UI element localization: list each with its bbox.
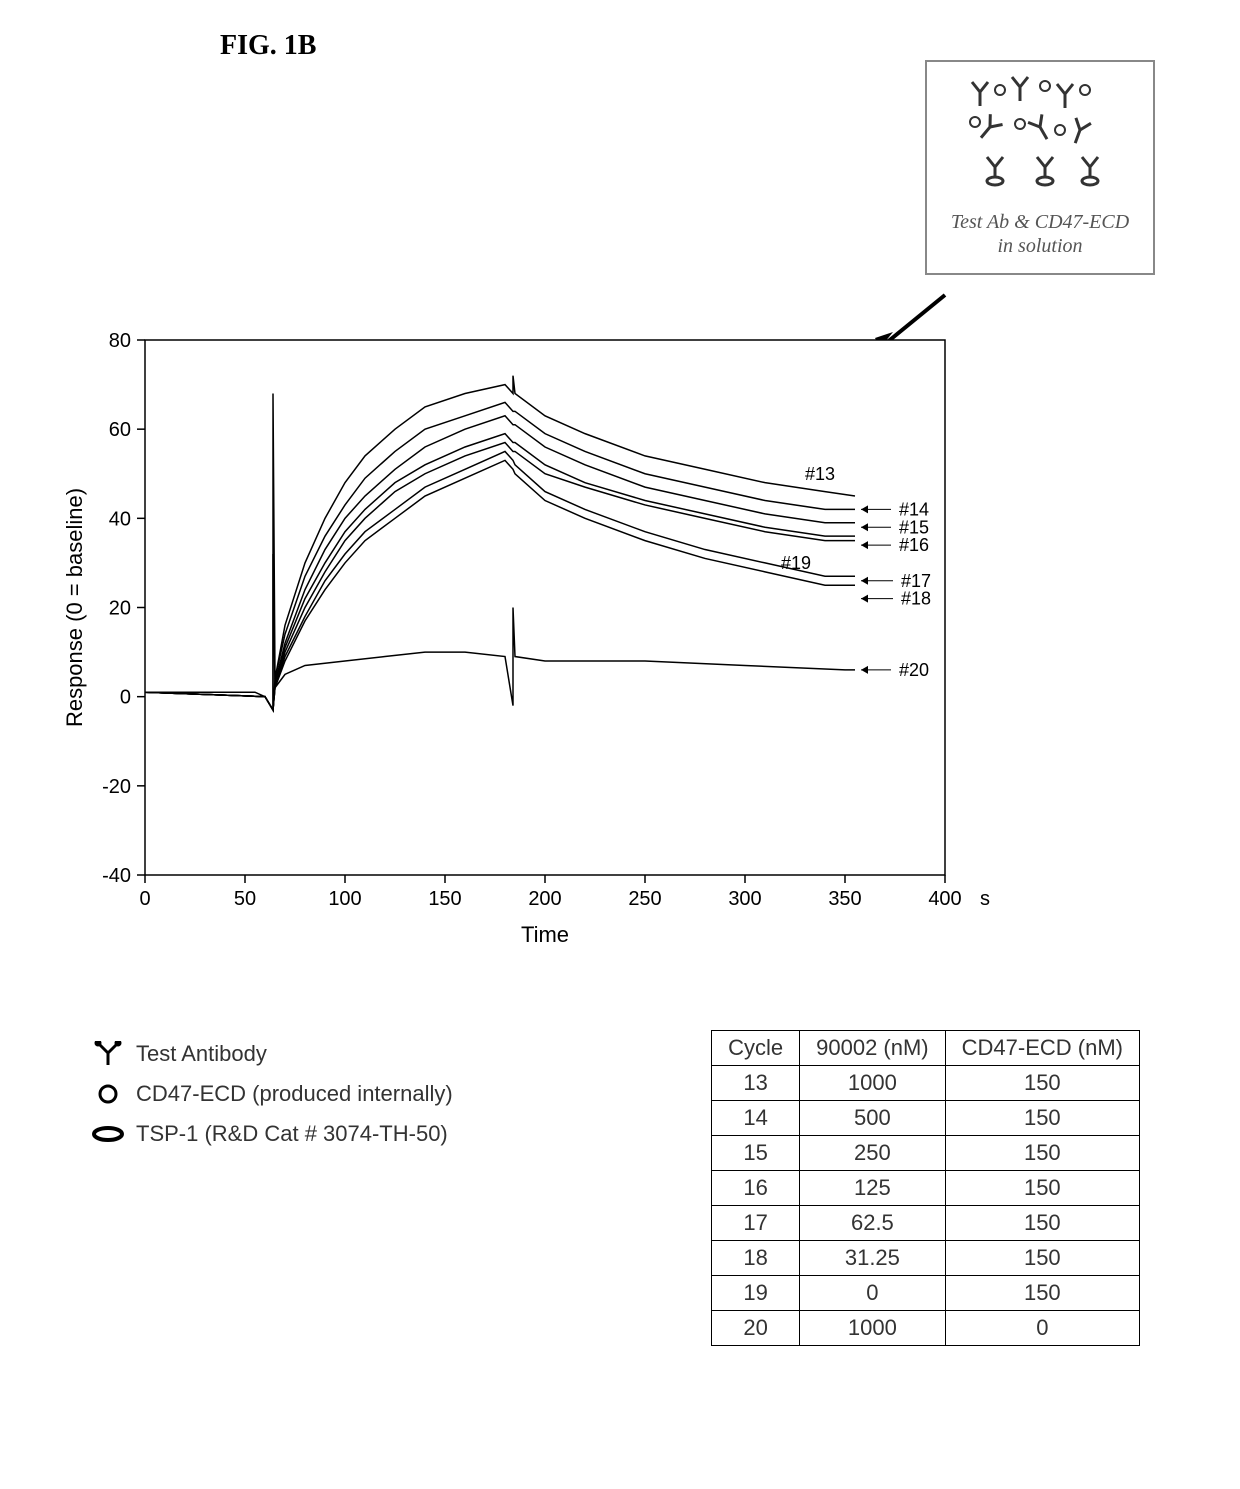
table-header: CD47-ECD (nM) <box>945 1031 1139 1066</box>
svg-text:150: 150 <box>428 888 461 910</box>
svg-text:50: 50 <box>234 888 256 910</box>
legend-row: TSP-1 (R&D Cat # 3074-TH-50) <box>90 1120 453 1148</box>
svg-text:#18: #18 <box>901 589 931 609</box>
sensorgram-chart: 0 50 100 150 200 250 300 350 400 -40 -20 0 20 40 60 80 T… <box>60 320 1060 960</box>
legend-row: Test Antibody <box>90 1040 453 1068</box>
table-cell: 14 <box>712 1101 800 1136</box>
table-cell: 0 <box>945 1311 1139 1346</box>
table-cell: 125 <box>800 1171 946 1206</box>
table-cell: 150 <box>945 1171 1139 1206</box>
table-cell: 19 <box>712 1276 800 1311</box>
legend-label: TSP-1 (R&D Cat # 3074-TH-50) <box>136 1121 448 1147</box>
molecule-icons <box>932 72 1148 202</box>
legend: Test Antibody CD47-ECD (produced interna… <box>90 1040 453 1160</box>
table-cell: 150 <box>945 1276 1139 1311</box>
svg-text:Response (0 = baseline): Response (0 = baseline) <box>62 488 87 727</box>
antibody-icon <box>90 1040 126 1068</box>
svg-text:350: 350 <box>828 888 861 910</box>
table-row: 2010000 <box>712 1311 1140 1346</box>
table-cell: 150 <box>945 1241 1139 1276</box>
svg-text:#19: #19 <box>781 553 811 573</box>
table-row: 15250150 <box>712 1136 1140 1171</box>
svg-text:0: 0 <box>120 687 131 709</box>
figure-label: FIG. 1B <box>220 30 316 62</box>
table-row: 190150 <box>712 1276 1140 1311</box>
table-cell: 150 <box>945 1136 1139 1171</box>
circle-icon <box>90 1080 126 1108</box>
svg-text:#16: #16 <box>899 535 929 555</box>
svg-text:0: 0 <box>139 888 150 910</box>
callout-line1: Test Ab & CD47-ECD <box>951 211 1129 233</box>
table-cell: 500 <box>800 1101 946 1136</box>
callout-line2: in solution <box>997 235 1082 257</box>
svg-text:400: 400 <box>928 888 961 910</box>
table-row: 131000150 <box>712 1066 1140 1101</box>
table-cell: 20 <box>712 1311 800 1346</box>
svg-text:s: s <box>980 888 990 910</box>
table-cell: 0 <box>800 1276 946 1311</box>
concentration-table: Cycle90002 (nM)CD47-ECD (nM)131000150145… <box>711 1030 1140 1346</box>
svg-text:80: 80 <box>109 330 131 352</box>
table-row: 1762.5150 <box>712 1206 1140 1241</box>
table-cell: 31.25 <box>800 1241 946 1276</box>
svg-text:40: 40 <box>109 508 131 530</box>
table-row: 14500150 <box>712 1101 1140 1136</box>
svg-text:#13: #13 <box>805 464 835 484</box>
svg-text:60: 60 <box>109 419 131 441</box>
table-cell: 150 <box>945 1206 1139 1241</box>
legend-row: CD47-ECD (produced internally) <box>90 1080 453 1108</box>
table-header: 90002 (nM) <box>800 1031 946 1066</box>
legend-label: Test Antibody <box>136 1041 267 1067</box>
svg-text:#20: #20 <box>899 660 929 680</box>
callout-caption: Test Ab & CD47-ECD in solution <box>932 210 1148 258</box>
table-cell: 17 <box>712 1206 800 1241</box>
ellipse-icon <box>90 1120 126 1148</box>
table-cell: 15 <box>712 1136 800 1171</box>
table-cell: 1000 <box>800 1066 946 1101</box>
table-cell: 150 <box>945 1066 1139 1101</box>
table-cell: 13 <box>712 1066 800 1101</box>
table-cell: 16 <box>712 1171 800 1206</box>
table-cell: 250 <box>800 1136 946 1171</box>
svg-text:Time: Time <box>521 922 569 947</box>
callout-box: Test Ab & CD47-ECD in solution <box>925 60 1155 275</box>
table-row: 1831.25150 <box>712 1241 1140 1276</box>
svg-text:250: 250 <box>628 888 661 910</box>
svg-text:300: 300 <box>728 888 761 910</box>
legend-label: CD47-ECD (produced internally) <box>136 1081 453 1107</box>
table-cell: 1000 <box>800 1311 946 1346</box>
svg-text:200: 200 <box>528 888 561 910</box>
table-cell: 62.5 <box>800 1206 946 1241</box>
svg-text:100: 100 <box>328 888 361 910</box>
table-row: 16125150 <box>712 1171 1140 1206</box>
svg-text:20: 20 <box>109 598 131 620</box>
table-cell: 18 <box>712 1241 800 1276</box>
table-cell: 150 <box>945 1101 1139 1136</box>
svg-text:-40: -40 <box>102 865 131 887</box>
svg-text:-20: -20 <box>102 776 131 798</box>
table-header: Cycle <box>712 1031 800 1066</box>
